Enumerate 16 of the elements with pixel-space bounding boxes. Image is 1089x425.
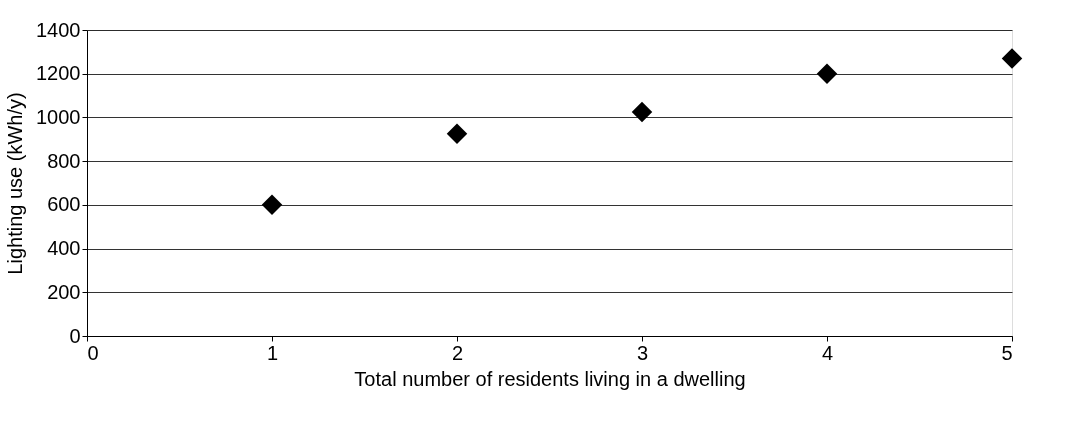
y-tick-label: 200 [47,280,81,303]
y-tick-label: 800 [47,149,81,172]
y-tick-label: 1400 [36,18,81,41]
x-tick-label: 5 [1001,341,1013,364]
x-tick-label: 1 [266,341,279,364]
y-tick-label: 400 [47,237,81,260]
x-tick-label: 2 [451,341,464,364]
y-tick-label: 1200 [36,62,81,85]
x-tick-label: 4 [821,341,834,364]
y-tick-label: 0 [69,324,81,347]
y-axis-title: Lighting use (kWh/y) [4,92,27,275]
y-tick-label: 600 [47,193,81,216]
y-tick-label: 1000 [36,105,81,128]
x-axis-title: Total number of residents living in a dwelling [354,367,746,390]
x-tick-label: 3 [636,341,649,364]
x-tick-label: 0 [87,341,99,364]
